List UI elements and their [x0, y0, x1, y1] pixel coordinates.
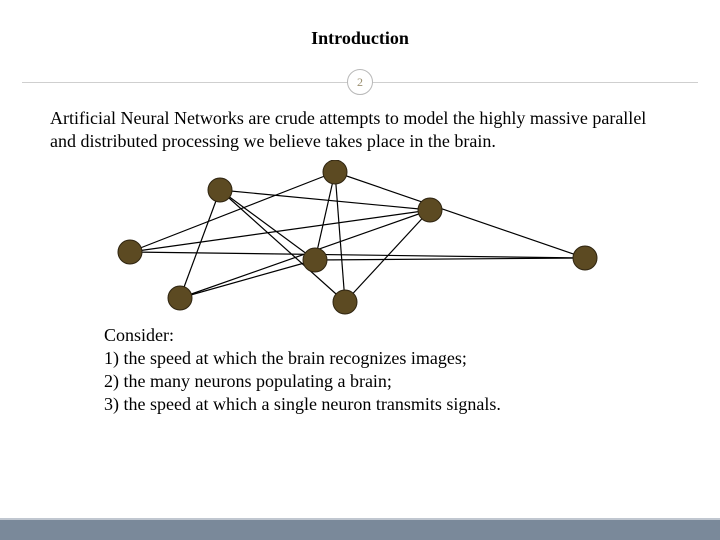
- page-number-badge: 2: [347, 69, 373, 95]
- network-node: [418, 198, 442, 222]
- consider-heading: Consider:: [104, 324, 670, 347]
- page-number: 2: [357, 75, 363, 90]
- network-node: [168, 286, 192, 310]
- network-edge: [130, 252, 585, 258]
- network-edge: [315, 258, 585, 260]
- network-edge: [180, 260, 315, 298]
- slide-title: Introduction: [0, 0, 720, 49]
- network-edge: [335, 172, 345, 302]
- footer-band: [0, 518, 720, 540]
- network-node: [323, 160, 347, 184]
- network-node: [573, 246, 597, 270]
- network-edge: [220, 190, 430, 210]
- network-edge: [335, 172, 585, 258]
- network-edge: [130, 172, 335, 252]
- network-edge: [220, 190, 315, 260]
- network-svg: [90, 160, 660, 320]
- network-node: [333, 290, 357, 314]
- slide: Introduction 2 Artificial Neural Network…: [0, 0, 720, 540]
- consider-item: 1) the speed at which the brain recogniz…: [104, 347, 670, 370]
- network-node: [303, 248, 327, 272]
- intro-paragraph: Artificial Neural Networks are crude att…: [0, 97, 720, 152]
- network-edge: [130, 210, 430, 252]
- consider-item: 3) the speed at which a single neuron tr…: [104, 393, 670, 416]
- divider-row: 2: [0, 67, 720, 97]
- consider-block: Consider: 1) the speed at which the brai…: [0, 320, 720, 416]
- consider-item: 2) the many neurons populating a brain;: [104, 370, 670, 393]
- network-diagram: [90, 160, 660, 320]
- network-node: [208, 178, 232, 202]
- network-node: [118, 240, 142, 264]
